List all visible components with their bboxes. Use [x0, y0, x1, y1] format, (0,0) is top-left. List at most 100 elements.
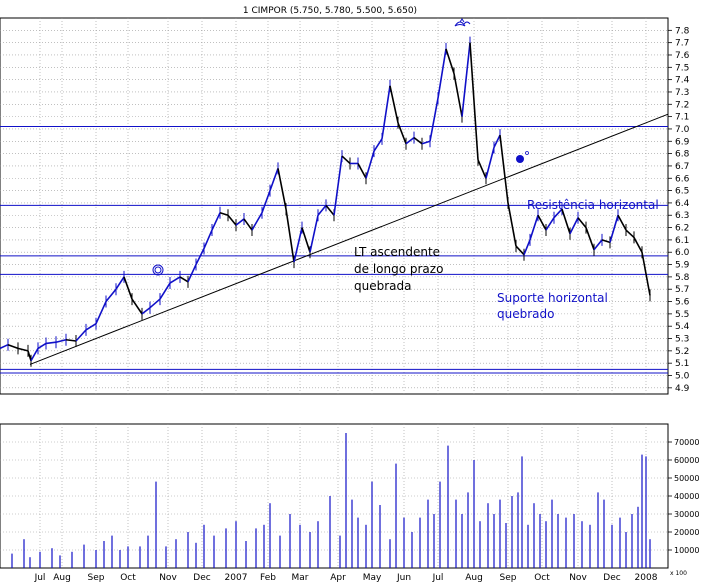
x-tick-label: Jun [396, 573, 411, 582]
volume-tick-label: 20000 [674, 528, 699, 537]
peak-marker-icon [454, 18, 471, 27]
y-tick-label: 5.1 [675, 359, 689, 369]
price-segment [85, 323, 97, 331]
price-segment [325, 204, 335, 216]
price-segment [413, 136, 423, 145]
x-axis: Jul Aug Sep Oct Nov Dec 2007 Feb Mar Apr May Jun Jul… [34, 573, 658, 583]
price-segment [421, 140, 431, 145]
annotation-resistance: Resistência horizontal [527, 198, 659, 212]
y-tick-label: 5.4 [675, 322, 690, 332]
price-segment [445, 48, 455, 74]
x-tick-label: Apr [330, 573, 346, 582]
price-y-axis: 4.9 5.0 5.1 5.2 5.3 5.4 5.5 5.6 5.7 5.8 5.9 6.0 6.1 6… [668, 26, 690, 394]
price-segment [545, 217, 555, 231]
price-segment [45, 341, 57, 345]
volume-tick-label: 30000 [674, 510, 699, 519]
price-segment [537, 214, 547, 231]
y-tick-label: 7.2 [675, 100, 689, 110]
price-segment [593, 239, 603, 251]
price-segment [493, 134, 501, 148]
price-segment [429, 97, 439, 142]
price-segment [437, 48, 447, 99]
price-segment [115, 276, 125, 290]
volume-tick-label: 10000 [674, 546, 699, 555]
price-segment [523, 239, 531, 255]
y-tick-label: 6.0 [675, 248, 690, 258]
price-segment [159, 282, 171, 300]
price-segment [381, 85, 391, 139]
price-segment [195, 248, 205, 265]
annotation-line-3: quebrada [354, 279, 411, 293]
price-segment [37, 342, 47, 350]
y-tick-label: 5.5 [675, 310, 689, 320]
price-segment [95, 301, 107, 325]
x-tick-label: Dec [603, 573, 620, 582]
price-segment [251, 212, 263, 231]
y-tick-label: 7.5 [675, 63, 689, 73]
horizontal-level-lines [0, 125, 668, 374]
price-segment [317, 204, 327, 216]
price-segment [277, 168, 287, 210]
price-segment [585, 227, 595, 251]
x-tick-label: Nov [569, 573, 587, 582]
price-segment [105, 288, 117, 303]
price-segment [293, 227, 303, 263]
x-tick-label: Dec [193, 573, 210, 582]
price-segment [7, 343, 19, 350]
y-tick-label: 5.3 [675, 335, 689, 345]
x-tick-label: Sep [500, 573, 517, 582]
y-tick-label: 7.8 [675, 26, 690, 36]
volume-tick-label: 60000 [674, 456, 699, 465]
y-tick-label: 7.4 [675, 76, 690, 86]
price-segment [227, 214, 237, 226]
x-tick-label: Aug [53, 573, 71, 582]
price-segment [123, 276, 133, 300]
x-tick-label: Mar [292, 573, 309, 582]
x-tick-label: Oct [120, 573, 136, 582]
annotation-support-line-2: quebrado [497, 307, 554, 321]
y-tick-label: 7.3 [675, 88, 689, 98]
x-tick-label: Jul [34, 573, 46, 582]
y-tick-label: 5.0 [675, 372, 690, 382]
y-tick-label: 7.1 [675, 113, 689, 123]
y-tick-label: 6.7 [675, 162, 689, 172]
x-tick-label: 2008 [635, 573, 658, 582]
price-segment [219, 212, 229, 217]
price-segment [30, 347, 39, 362]
price-segment [507, 202, 517, 247]
y-tick-label: 5.7 [675, 285, 689, 295]
price-segment [261, 190, 271, 214]
price-segment [243, 218, 253, 231]
price-segment [499, 135, 509, 204]
y-tick-label: 5.6 [675, 298, 690, 308]
price-segment [485, 147, 495, 179]
annotation-line-1: LT ascendente [354, 245, 440, 259]
chart-title: 1 CIMPOR (5.750, 5.780, 5.500, 5.650) [243, 6, 417, 16]
price-segment [357, 163, 367, 179]
price-segment [17, 347, 29, 352]
price-segment [461, 42, 471, 117]
price-segment [553, 208, 563, 219]
price-segment [373, 138, 383, 152]
x-tick-label: Feb [260, 573, 276, 582]
volume-tick-label: 50000 [674, 474, 699, 483]
y-tick-label: 6.5 [675, 187, 689, 197]
price-segment [235, 218, 245, 226]
volume-bars [11, 433, 651, 568]
volume-y-axis: 10000 20000 30000 40000 50000 60000 70000 x 100 [668, 438, 699, 577]
x-tick-label: Sep [88, 573, 105, 582]
y-tick-label: 4.9 [675, 384, 690, 394]
price-segment [469, 42, 479, 160]
price-segment [601, 239, 611, 244]
price-series [0, 36, 651, 367]
price-segment [477, 159, 487, 179]
price-segment [149, 298, 161, 309]
trend-line [29, 113, 669, 365]
y-tick-label: 5.9 [675, 261, 690, 271]
price-segment [285, 208, 295, 263]
price-segment [0, 343, 9, 350]
y-tick-label: 6.1 [675, 236, 689, 246]
price-segment [55, 338, 67, 343]
y-tick-label: 6.8 [675, 150, 690, 160]
